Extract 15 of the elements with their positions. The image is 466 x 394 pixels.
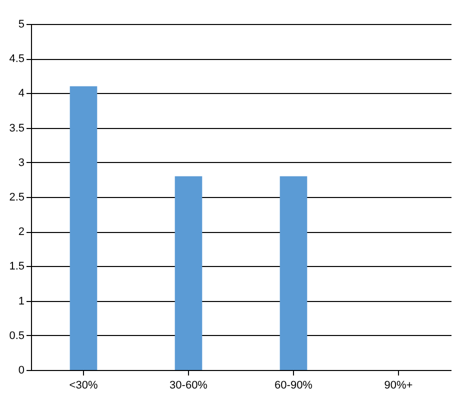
y-tick-label: 3.5: [9, 122, 24, 134]
y-tick-label: 0: [18, 364, 24, 376]
y-tick-label: 0.5: [9, 330, 24, 342]
y-tick-label: 2.5: [9, 192, 24, 204]
x-tick-label: <30%: [69, 380, 98, 392]
y-tick-label: 2: [18, 226, 24, 238]
x-tick-label: 60-90%: [274, 380, 313, 392]
y-tick-label: 3: [18, 156, 24, 169]
y-tick-label: 5: [18, 18, 24, 30]
x-tick-label: 90%+: [384, 380, 413, 392]
y-tick-label: 4: [18, 88, 24, 100]
x-tick-label: 30-60%: [170, 380, 208, 392]
y-tick-label: 4.5: [9, 53, 24, 66]
y-tick-label: 1: [18, 295, 24, 308]
y-tick-label: 1.5: [9, 260, 24, 273]
